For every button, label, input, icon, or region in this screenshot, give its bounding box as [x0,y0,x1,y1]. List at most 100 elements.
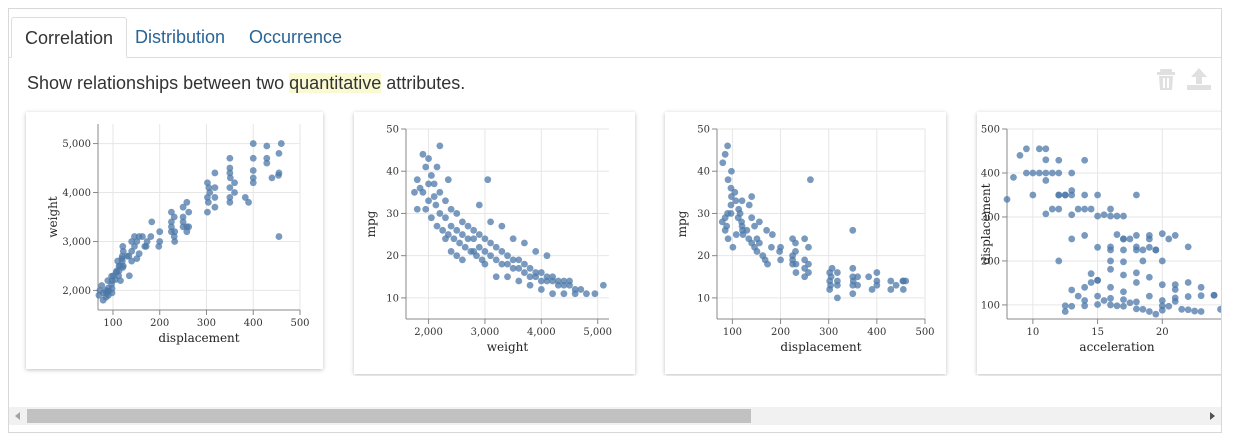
data-point [577,286,585,293]
data-point [458,256,466,264]
data-point [1042,156,1050,164]
data-point [1081,297,1089,304]
data-point [481,235,489,243]
data-point [168,223,175,231]
data-point [721,226,729,234]
data-point [156,228,164,236]
description-text: Show relationships between two quantitat… [27,73,465,94]
tab-distribution[interactable]: Distribution [135,27,226,47]
data-point [231,179,238,187]
data-point [727,210,735,217]
data-point [1197,283,1205,291]
data-point [427,214,435,222]
data-point [464,222,472,230]
data-point [475,201,483,209]
data-point [509,256,517,264]
tab-correlation[interactable]: Correlation [11,17,128,58]
data-point [868,286,876,293]
data-point [549,273,557,281]
data-point [1158,281,1166,289]
x-axis-label: acceleration [1079,340,1154,354]
x-tick-label: 100 [723,327,742,338]
data-point [211,184,219,192]
data-point [185,223,193,231]
data-point [436,188,444,196]
points-group [411,142,607,298]
data-point [1158,297,1166,304]
chart-card-mpg-vs-displacement[interactable]: 100 200 300 400 500 10 20 30 40 50 displacement mpg [665,112,946,374]
y-axis-label: weight [46,196,60,238]
y-tick-label: 4,000 [62,188,91,199]
y-tick-label: 40 [697,167,710,178]
data-point [1145,243,1153,251]
data-point [1094,243,1101,251]
upload-icon[interactable] [1186,67,1211,91]
data-point [549,290,557,298]
horizontal-scrollbar[interactable] [9,407,1221,425]
data-point [458,218,466,226]
scroll-left-icon[interactable] [9,407,27,425]
data-point [599,281,607,289]
scroll-right-icon[interactable] [1203,407,1221,425]
data-point [792,260,800,268]
data-point [475,231,483,238]
data-point [156,238,164,245]
data-point [453,226,461,234]
data-point [1003,195,1011,203]
trash-icon[interactable] [1154,67,1178,91]
data-point [1145,292,1153,300]
y-tick-label: 40 [386,167,399,178]
data-point [724,235,732,243]
data-point [537,277,545,285]
data-point [1165,302,1173,310]
tab-bar: Correlation Distribution Occurrence [9,9,1221,58]
data-point [432,201,440,209]
data-point [108,289,116,297]
data-point [1133,246,1140,254]
scatter-plot: 2,000 3,000 4,000 5,000 10 20 30 40 50 weight mpg [364,125,612,355]
data-point [1113,212,1121,220]
data-point [1158,306,1166,314]
x-tick-label: 3,000 [471,327,500,338]
data-point [171,238,179,245]
data-point [1042,210,1050,218]
data-point [1139,257,1147,265]
data-point [1217,305,1221,313]
data-point [1035,169,1043,177]
data-point [430,193,438,200]
data-point [263,142,271,150]
data-point [734,214,742,222]
data-point [743,226,751,234]
data-point [171,228,179,236]
data-point [1055,205,1063,213]
data-point [751,222,758,230]
data-point [211,203,219,211]
data-point [1100,211,1108,219]
data-point [1074,292,1082,300]
y-axis-label: mpg [675,210,689,237]
data-point [453,252,461,260]
data-point [487,252,494,260]
scrollbar-thumb[interactable] [27,409,751,423]
chart-card-weight-vs-displacement[interactable]: 100 200 300 400 500 2,000 3,000 4,000 5,000 displ… [26,112,323,369]
data-point [1068,286,1076,294]
data-point [1133,232,1140,239]
data-point [450,235,458,243]
data-point [738,197,746,205]
chart-card-displacement-vs-acceleration[interactable]: 10 15 20 100 200 300 400 500 acceleration displac… [977,112,1221,374]
data-point [721,150,729,158]
data-point [1107,283,1114,291]
data-point [719,159,727,167]
x-tick-label: 200 [771,327,790,338]
data-point [1184,243,1192,251]
data-point [1145,232,1153,239]
data-point [128,257,136,265]
tab-occurrence[interactable]: Occurrence [249,27,343,47]
data-point [1158,257,1166,265]
data-point [492,273,500,281]
data-point [206,189,214,196]
data-point [504,273,511,281]
chart-card-mpg-vs-weight[interactable]: 2,000 3,000 4,000 5,000 10 20 30 40 50 weight mpg [354,112,635,374]
y-tick-label: 500 [981,125,1000,136]
data-point [849,290,857,298]
